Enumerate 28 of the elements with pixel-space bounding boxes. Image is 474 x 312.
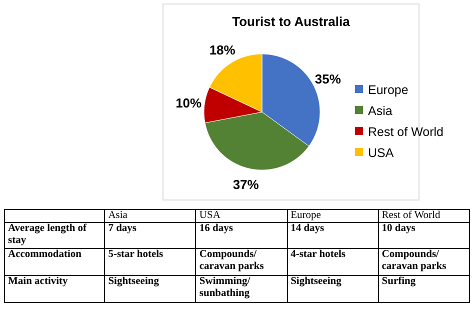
chart-title: Tourist to Australia <box>232 14 351 29</box>
data-label: 37% <box>232 177 260 192</box>
text: Sightseeing <box>108 276 159 287</box>
data-label: 35% <box>314 71 342 86</box>
text: Surfing <box>382 276 416 287</box>
text: Compounds/ caravan parks <box>382 249 446 272</box>
text: Compounds/ caravan parks <box>199 249 264 272</box>
text: 4-star hotels <box>290 249 346 260</box>
category-label: Europe <box>287 210 378 222</box>
text: Swimming/ sunbathing <box>199 276 250 299</box>
data-label: 10% <box>176 96 202 111</box>
text: Sightseeing <box>290 276 342 287</box>
category-label: USA <box>196 210 288 222</box>
text: 5-star hotels <box>108 249 164 260</box>
data-label: 18% <box>209 42 236 58</box>
category-label: Rest of World <box>378 210 470 222</box>
legend-label: Rest of World <box>368 125 444 139</box>
text: 7 days <box>108 223 137 234</box>
legend-label: Europe <box>368 83 408 97</box>
text: 14 days <box>290 223 324 234</box>
legend-label: Asia <box>368 104 392 118</box>
category-label: Main activity <box>8 276 68 287</box>
category-label: Asia <box>104 210 196 222</box>
legend-label: USA <box>368 146 394 160</box>
category-label: Accommodation <box>8 249 82 260</box>
text: 16 days <box>199 223 233 234</box>
text: 10 days <box>382 223 416 234</box>
category-label: Average length of stay <box>8 223 87 246</box>
